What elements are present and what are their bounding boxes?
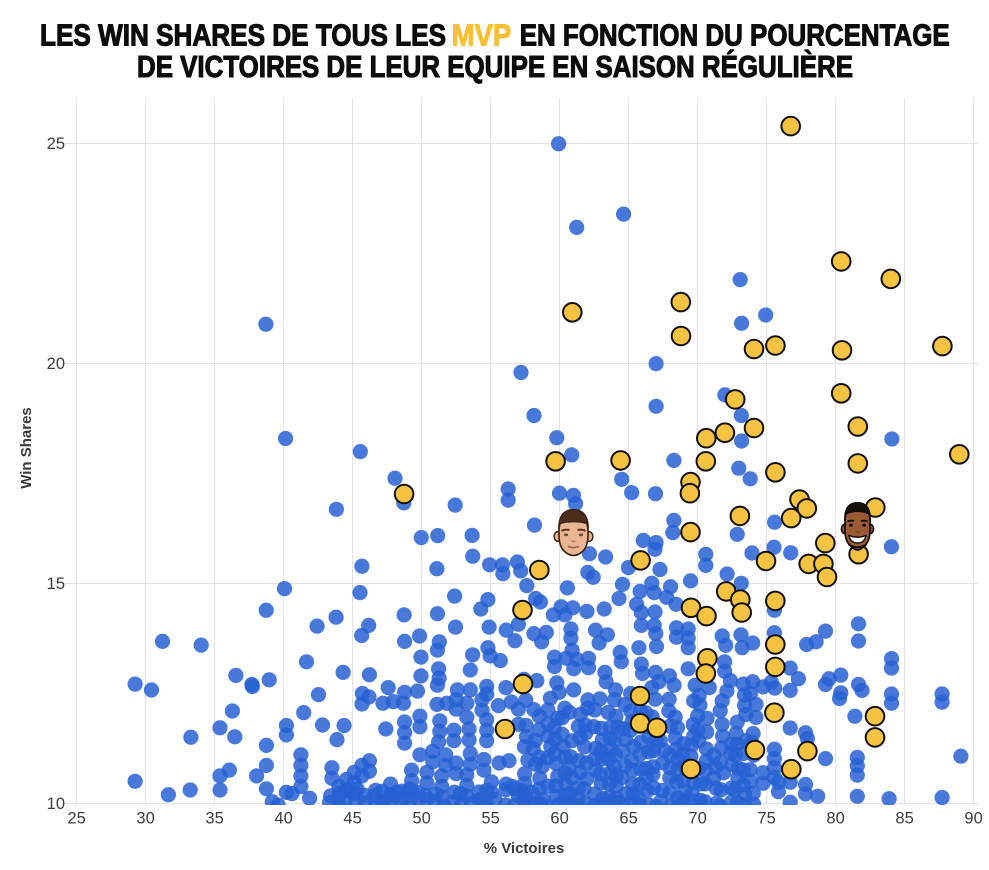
svg-text:90: 90	[964, 810, 982, 828]
svg-text:80: 80	[826, 810, 844, 828]
svg-text:MVP: MVP	[452, 17, 512, 52]
svg-text:30: 30	[136, 810, 154, 828]
svg-text:Win Shares: Win Shares	[18, 407, 35, 489]
svg-text:75: 75	[757, 810, 775, 828]
svg-text:EN FONCTION DU POURCENTAGE: EN FONCTION DU POURCENTAGE	[520, 17, 950, 52]
svg-text:70: 70	[688, 810, 706, 828]
svg-text:40: 40	[274, 810, 292, 828]
svg-text:20: 20	[47, 355, 65, 373]
svg-text:25: 25	[47, 135, 65, 153]
svg-text:55: 55	[481, 810, 499, 828]
svg-text:35: 35	[205, 810, 223, 828]
svg-text:15: 15	[47, 575, 65, 593]
svg-text:50: 50	[412, 810, 430, 828]
svg-text:45: 45	[343, 810, 361, 828]
svg-text:60: 60	[550, 810, 568, 828]
svg-text:65: 65	[619, 810, 637, 828]
svg-text:% Victoires: % Victoires	[484, 840, 565, 857]
svg-text:DE VICTOIRES DE LEUR EQUIPE EN: DE VICTOIRES DE LEUR EQUIPE EN SAISON RÉ…	[137, 49, 853, 84]
svg-text:LES WIN SHARES DE TOUS LES: LES WIN SHARES DE TOUS LES	[40, 17, 446, 52]
svg-text:25: 25	[67, 810, 85, 828]
svg-text:85: 85	[895, 810, 913, 828]
svg-text:10: 10	[47, 795, 65, 813]
